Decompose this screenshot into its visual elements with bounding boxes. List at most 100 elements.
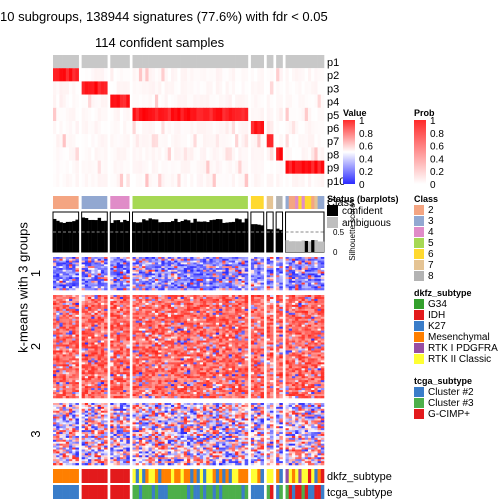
heatmap-cell xyxy=(231,346,236,349)
heatmap-cell xyxy=(167,318,172,322)
prob-cell xyxy=(279,173,283,187)
heatmap-cell xyxy=(88,260,92,263)
heatmap-cell xyxy=(142,344,146,347)
heatmap-cell xyxy=(148,300,153,304)
heatmap-cell xyxy=(123,288,127,291)
prob-cell xyxy=(65,147,70,161)
prob-cell xyxy=(187,147,191,161)
heatmap-cell xyxy=(269,262,274,265)
heatmap-cell xyxy=(190,295,194,298)
heatmap-cell xyxy=(231,269,236,272)
heatmap-cell xyxy=(94,318,98,322)
heatmap-cell xyxy=(177,262,181,265)
heatmap-cell xyxy=(260,280,265,283)
heatmap-cell xyxy=(219,304,223,308)
heatmap-cell xyxy=(320,314,325,318)
heatmap-cell xyxy=(164,304,169,308)
heatmap-cell xyxy=(307,354,312,357)
heatmap-cell xyxy=(56,350,60,353)
heatmap-cell xyxy=(260,356,265,359)
prob-cell xyxy=(260,55,265,69)
heatmap-cell xyxy=(56,275,60,278)
heatmap-cell xyxy=(59,277,63,280)
prob-cell xyxy=(164,68,169,82)
heatmap-cell xyxy=(307,348,312,351)
prob-cell xyxy=(304,147,309,161)
heatmap-cell xyxy=(304,264,309,267)
heatmap-cell xyxy=(138,324,143,327)
heatmap-cell xyxy=(269,356,274,359)
heatmap-cell xyxy=(193,298,197,302)
heatmap-cell xyxy=(53,356,57,359)
heatmap-cell xyxy=(203,326,207,329)
heatmap-cell xyxy=(167,360,172,363)
heatmap-cell xyxy=(123,342,127,345)
heatmap-cell xyxy=(231,296,236,300)
heatmap-cell xyxy=(314,266,318,269)
heatmap-cell xyxy=(138,348,143,351)
heatmap-cell xyxy=(260,273,265,276)
heatmap-cell xyxy=(72,340,76,343)
heatmap-cell xyxy=(231,328,236,331)
prob-cell xyxy=(301,160,306,174)
heatmap-cell xyxy=(97,326,102,329)
heatmap-cell xyxy=(180,320,185,324)
heatmap-cell xyxy=(123,282,127,285)
heatmap-cell xyxy=(187,257,191,260)
heatmap-cell xyxy=(298,277,302,280)
heatmap-cell xyxy=(94,328,98,331)
heatmap-cell xyxy=(285,312,290,316)
heatmap-cell xyxy=(62,282,67,285)
heatmap-cell xyxy=(84,284,89,287)
prob-cell xyxy=(244,107,249,121)
heatmap-cell xyxy=(145,300,149,304)
heatmap-cell xyxy=(219,279,223,282)
heatmap-cell xyxy=(97,304,102,308)
heatmap-cell xyxy=(212,312,217,316)
heatmap-cell xyxy=(225,350,229,353)
heatmap-cell xyxy=(190,348,194,351)
heatmap-cell xyxy=(291,275,296,278)
heatmap-cell xyxy=(59,279,63,282)
heatmap-cell xyxy=(314,340,318,343)
heatmap-cell xyxy=(219,310,223,314)
heatmap-cell xyxy=(320,300,325,304)
prob-cell xyxy=(81,147,86,161)
prob-cell xyxy=(145,173,149,187)
heatmap-cell xyxy=(183,346,188,349)
prob-cell xyxy=(72,147,76,161)
prob-cell xyxy=(276,147,280,161)
heatmap-cell xyxy=(225,284,229,287)
heatmap-cell xyxy=(257,308,261,312)
heatmap-cell xyxy=(260,328,265,331)
heatmap-cell xyxy=(320,322,325,326)
heatmap-cell xyxy=(69,284,73,287)
heatmap-cell xyxy=(110,295,114,298)
heatmap-cell xyxy=(222,258,226,261)
heatmap-cell xyxy=(180,328,185,331)
heatmap-cell xyxy=(59,312,63,316)
heatmap-cell xyxy=(104,314,108,318)
heatmap-cell xyxy=(276,260,280,263)
heatmap-cell xyxy=(56,268,60,271)
heatmap-cell xyxy=(279,262,283,265)
heatmap-cell xyxy=(56,306,60,310)
heatmap-cell xyxy=(244,308,249,312)
heatmap-cell xyxy=(116,258,121,261)
heatmap-cell xyxy=(174,342,178,345)
heatmap-cell xyxy=(145,273,149,276)
heatmap-cell xyxy=(317,257,322,260)
heatmap-cell xyxy=(104,328,108,331)
heatmap-cell xyxy=(187,346,191,349)
heatmap-cell xyxy=(91,284,95,287)
prob-cell xyxy=(314,94,318,108)
heatmap-cell xyxy=(62,338,67,341)
heatmap-cell xyxy=(62,306,67,310)
heatmap-cell xyxy=(138,282,143,285)
heatmap-cell xyxy=(193,282,197,285)
heatmap-cell xyxy=(158,295,162,298)
heatmap-cell xyxy=(285,342,290,345)
heatmap-cell xyxy=(209,300,213,304)
heatmap-cell xyxy=(288,260,293,263)
heatmap-cell xyxy=(148,282,153,285)
